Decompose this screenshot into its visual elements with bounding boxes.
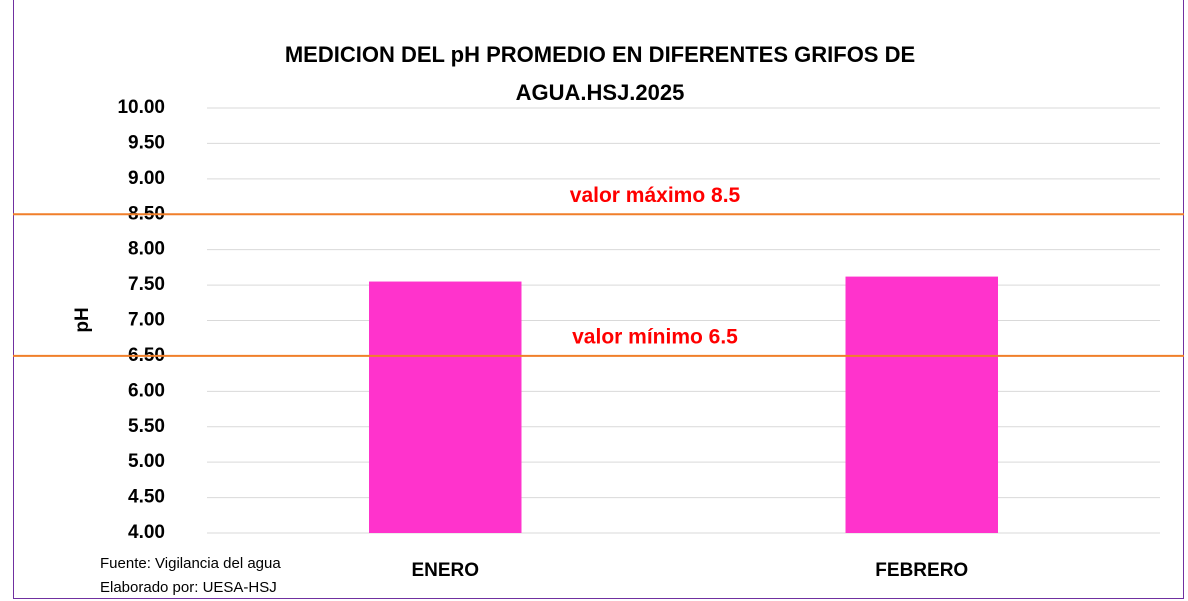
x-tick-label: ENERO (411, 560, 479, 581)
y-tick-label: 4.00 (128, 522, 165, 543)
y-tick-label: 9.50 (128, 132, 165, 153)
footnote: Elaborado por: UESA-HSJ (100, 579, 277, 596)
y-tick-label: 9.00 (128, 168, 165, 189)
y-tick-label: 7.50 (128, 274, 165, 295)
chart-frame (13, 0, 1184, 599)
bar (845, 276, 998, 533)
x-tick-label: FEBRERO (875, 560, 968, 581)
footnote: Fuente: Vigilancia del agua (100, 555, 281, 572)
y-tick-label: 5.50 (128, 416, 165, 437)
y-tick-label: 6.00 (128, 380, 165, 401)
y-axis-label: pH (72, 307, 93, 332)
reference-label: valor mínimo 6.5 (572, 325, 738, 348)
y-tick-label: 4.50 (128, 487, 165, 508)
y-tick-label: 10.00 (117, 97, 165, 118)
y-tick-label: 7.00 (128, 310, 165, 331)
bar (369, 281, 522, 533)
y-tick-label: 5.00 (128, 451, 165, 472)
y-tick-label: 8.00 (128, 239, 165, 260)
reference-label: valor máximo 8.5 (570, 184, 741, 207)
chart-title: MEDICION DEL pH PROMEDIO EN DIFERENTES G… (284, 42, 916, 105)
